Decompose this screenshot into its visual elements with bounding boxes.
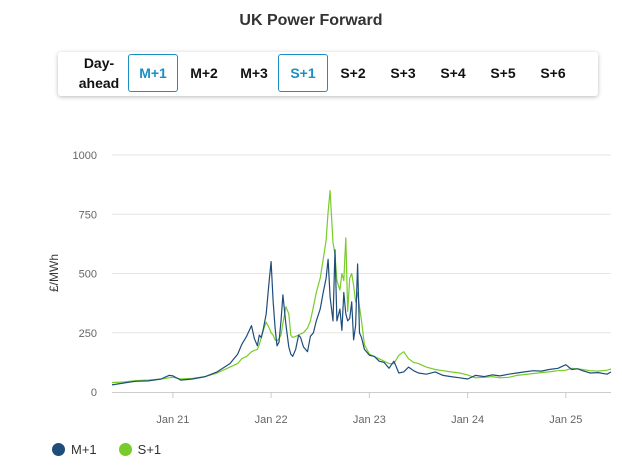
y-axis-label: £/MWh [47, 254, 61, 292]
tab-s2[interactable]: S+2 [330, 54, 376, 92]
grid-layer [112, 154, 611, 334]
y-axis-ticks: 0 250 500 750 1000 [73, 150, 97, 399]
legend-label-s1: S+1 [137, 442, 162, 457]
series-line-s1[interactable] [111, 190, 612, 384]
tab-s1-label: S+1 [290, 65, 316, 81]
x-tick-label: Jan 21 [156, 414, 189, 426]
legend-dot-m1 [52, 443, 65, 456]
tab-day-ahead-label: Day-ahead [78, 55, 120, 91]
tab-s6-label: S+6 [540, 65, 566, 81]
x-axis-ticks: Jan 21 Jan 22 Jan 23 Jan 24 Jan 25 [156, 392, 582, 426]
tab-s5-label: S+5 [490, 65, 516, 81]
tab-s2-label: S+2 [340, 65, 366, 81]
contract-tab-bar: Day-ahead M+1 M+2 M+3 S+1 S+2 S+3 S+4 S+… [58, 52, 598, 96]
y-tick-label: 0 [91, 387, 97, 399]
series-line-m1[interactable] [111, 249, 612, 386]
legend-dot-s1 [118, 443, 132, 456]
tab-m3-label: M+3 [240, 65, 268, 81]
tab-m1-label: M+1 [139, 65, 167, 81]
chart-title: UK Power Forward [239, 12, 383, 29]
chart-legend: M+1 S+1 [52, 442, 161, 457]
tab-s3[interactable]: S+3 [380, 54, 426, 92]
x-tick-label: Jan 23 [353, 414, 386, 426]
tab-s1[interactable]: S+1 [278, 54, 328, 92]
x-tick-label: Jan 24 [451, 414, 484, 426]
x-tick-label: Jan 22 [255, 414, 288, 426]
tab-s5[interactable]: S+5 [480, 54, 526, 92]
y-tick-label: 500 [79, 269, 97, 281]
y-tick-label: 1000 [73, 150, 97, 162]
legend-label-m1: M+1 [71, 442, 97, 457]
tab-s3-label: S+3 [390, 65, 416, 81]
y-tick-label: 750 [79, 209, 97, 221]
tab-m3[interactable]: M+3 [230, 54, 278, 92]
tab-day-ahead[interactable]: Day-ahead [68, 54, 130, 92]
tab-s4[interactable]: S+4 [430, 54, 476, 92]
series-layer [111, 190, 612, 386]
tab-s6[interactable]: S+6 [530, 54, 576, 92]
legend-item-s1[interactable]: S+1 [118, 442, 162, 457]
y-tick-label: 250 [79, 328, 97, 340]
x-tick-label: Jan 25 [549, 414, 582, 426]
legend-item-m1[interactable]: M+1 [52, 442, 97, 457]
tab-s4-label: S+4 [440, 65, 466, 81]
tab-m2-label: M+2 [190, 65, 218, 81]
tab-m1[interactable]: M+1 [128, 54, 178, 92]
tab-m2[interactable]: M+2 [180, 54, 228, 92]
